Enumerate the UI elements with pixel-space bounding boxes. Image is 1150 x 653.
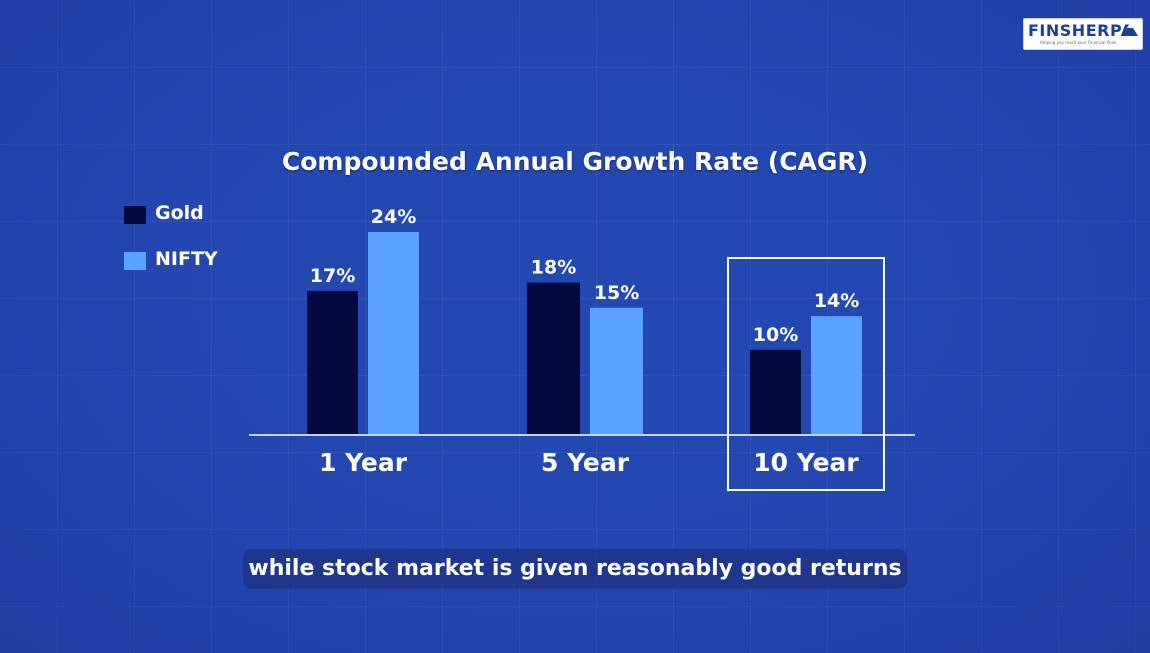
chart-title: Compounded Annual Growth Rate (CAGR) xyxy=(281,147,869,176)
x-tick-label-1: 1 Year xyxy=(319,448,408,477)
data-label-nifty-3: 14% xyxy=(814,290,859,312)
bar-nifty-1 xyxy=(368,232,419,434)
legend-swatch-gold xyxy=(124,206,146,224)
x-tick-label-2: 5 Year xyxy=(541,448,630,477)
brand-tagline: Helping you reach your Financial Peak xyxy=(1040,40,1117,45)
legend-label-nifty: NIFTY xyxy=(155,248,218,270)
bar-gold-1 xyxy=(307,290,358,434)
legend-swatch-nifty xyxy=(124,252,146,270)
bar-nifty-3 xyxy=(811,316,862,434)
bar-nifty-2 xyxy=(590,307,643,434)
legend-label-gold: Gold xyxy=(155,202,204,224)
bar-gold-3 xyxy=(750,349,801,434)
data-label-gold-2: 18% xyxy=(531,257,576,279)
brand-name: FINSHERPA xyxy=(1028,21,1134,40)
bar-gold-2 xyxy=(527,282,580,434)
subtitle-caption: while stock market is given reasonably g… xyxy=(243,549,907,589)
brand-logo: FINSHERPA Helping you reach your Financi… xyxy=(1023,18,1143,50)
data-label-gold-1: 17% xyxy=(310,265,355,287)
data-label-nifty-1: 24% xyxy=(371,206,416,228)
data-label-nifty-2: 15% xyxy=(594,282,639,304)
data-label-gold-3: 10% xyxy=(753,324,798,346)
mountain-icon xyxy=(1122,23,1138,36)
highlight-box xyxy=(727,257,885,491)
x-tick-label-3: 10 Year xyxy=(753,448,859,477)
